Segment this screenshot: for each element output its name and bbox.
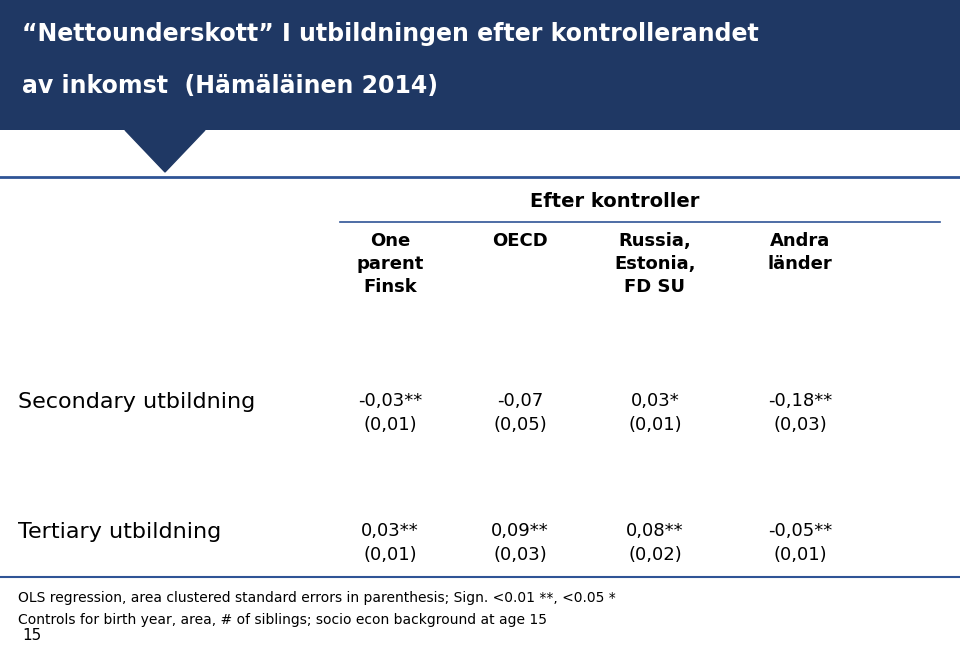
Text: Efter kontroller: Efter kontroller <box>530 192 700 211</box>
Text: 0,03**
(0,01): 0,03** (0,01) <box>361 522 419 564</box>
Text: -0,18**
(0,03): -0,18** (0,03) <box>768 392 832 434</box>
Text: Controls for birth year, area, # of siblings; socio econ background at age 15: Controls for birth year, area, # of sibl… <box>18 613 547 627</box>
Text: 0,03*
(0,01): 0,03* (0,01) <box>628 392 682 434</box>
Bar <box>0 0 960 130</box>
Text: Russia,
Estonia,
FD SU: Russia, Estonia, FD SU <box>614 232 696 296</box>
Text: One
parent
Finsk: One parent Finsk <box>356 232 423 296</box>
Text: -0,05**
(0,01): -0,05** (0,01) <box>768 522 832 564</box>
Text: Secondary utbildning: Secondary utbildning <box>18 392 255 412</box>
Text: -0,03**
(0,01): -0,03** (0,01) <box>358 392 422 434</box>
Text: OLS regression, area clustered standard errors in parenthesis; Sign. <0.01 **, <: OLS regression, area clustered standard … <box>18 591 615 605</box>
Text: 15: 15 <box>22 628 41 643</box>
Text: OECD: OECD <box>492 232 548 250</box>
Text: 0,08**
(0,02): 0,08** (0,02) <box>626 522 684 564</box>
Text: av inkomst  (Hämäläinen 2014): av inkomst (Hämäläinen 2014) <box>22 74 438 98</box>
Polygon shape <box>125 130 205 172</box>
Text: 0,09**
(0,03): 0,09** (0,03) <box>492 522 549 564</box>
Text: Andra
länder: Andra länder <box>768 232 832 273</box>
Text: Tertiary utbildning: Tertiary utbildning <box>18 522 221 542</box>
Text: “Nettounderskott” I utbildningen efter kontrollerandet: “Nettounderskott” I utbildningen efter k… <box>22 22 758 46</box>
Text: -0,07
(0,05): -0,07 (0,05) <box>493 392 547 434</box>
